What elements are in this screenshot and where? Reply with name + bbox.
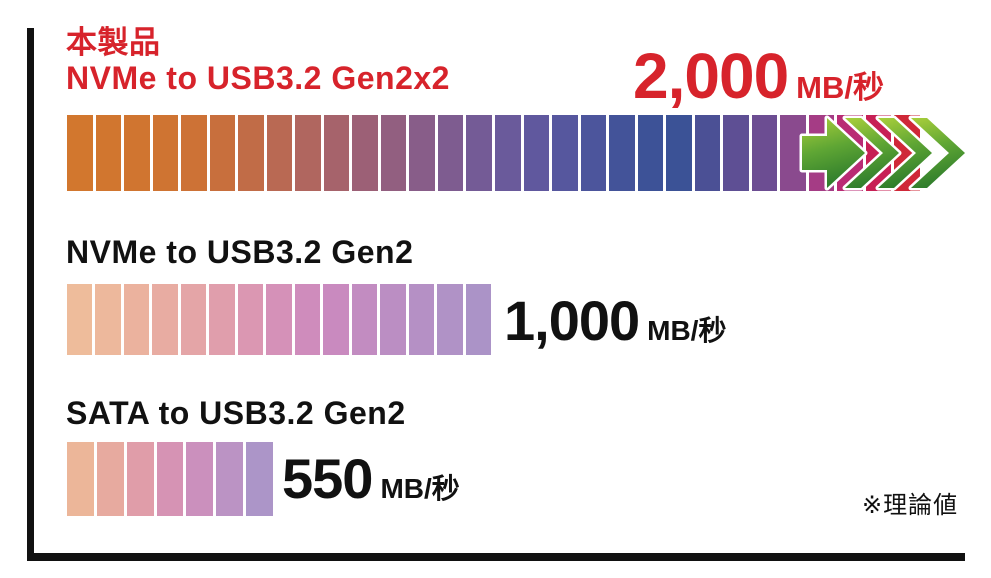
bar-segment [323, 115, 350, 191]
bar-segment [266, 115, 293, 191]
value-unit: MB/秒 [647, 315, 727, 346]
bar-segment [466, 115, 492, 191]
bar-segment [295, 115, 321, 191]
bar-segment [67, 442, 94, 516]
bar-segment [465, 284, 492, 355]
bar-segment [723, 115, 749, 191]
bar-segment [156, 442, 184, 516]
y-axis-line [27, 28, 34, 561]
bar-segment [152, 115, 179, 191]
bar-segment [751, 115, 778, 191]
value-number: 2,000 [633, 40, 789, 112]
theoretical-value-note: ※理論値 [862, 492, 959, 519]
bar-segment [694, 115, 721, 191]
bar-segment [126, 442, 154, 516]
bar-segment [181, 115, 207, 191]
chevron-icon [875, 115, 935, 191]
bar-segment [123, 284, 150, 355]
bar-segment [637, 115, 664, 191]
bar-segment [96, 442, 124, 516]
bar-segment [67, 284, 93, 355]
bar-label-gen2x2: NVMe to USB3.2 Gen2x2 [66, 60, 450, 96]
bar-gen2x2 [67, 115, 920, 191]
bar-segment [95, 115, 122, 191]
bar-segment [351, 284, 378, 355]
bar-segment [323, 284, 349, 355]
bar-segment [180, 284, 207, 355]
bar-segment [209, 284, 235, 355]
chevron-icon [908, 115, 968, 191]
bar-segment [209, 115, 236, 191]
bar-segment [238, 115, 264, 191]
x-axis-line [27, 553, 965, 561]
bar-segment [186, 442, 214, 516]
arrow-icon [799, 115, 868, 191]
bar-segment [124, 115, 150, 191]
bar-segment [523, 115, 550, 191]
bar-segment [380, 284, 406, 355]
bar-segment [494, 115, 521, 191]
bar-label-gen2-sata: SATA to USB3.2 Gen2 [66, 395, 406, 431]
bar-segment [152, 284, 178, 355]
bar-segment [666, 115, 692, 191]
speed-arrows-icon [799, 115, 968, 191]
value-unit: MB/秒 [796, 70, 884, 105]
bar-segment [216, 442, 244, 516]
bar-segment [409, 115, 435, 191]
bar-segment [552, 115, 578, 191]
value-gen2x2: 2,000 MB/秒 [633, 40, 884, 112]
bar-segment [95, 284, 121, 355]
bar-segment [437, 284, 463, 355]
bar-label-gen2-nvme: NVMe to USB3.2 Gen2 [66, 234, 414, 270]
bar-segment [294, 284, 321, 355]
bar-segment [380, 115, 407, 191]
value-number: 1,000 [504, 289, 640, 352]
value-number: 550 [282, 447, 373, 510]
product-badge: 本製品 [66, 25, 161, 60]
bar-segment [246, 442, 274, 516]
bar-segment [609, 115, 635, 191]
bar-segment [437, 115, 464, 191]
bar-segment [352, 115, 378, 191]
value-gen2-sata: 550 MB/秒 [282, 447, 460, 510]
value-unit: MB/秒 [380, 473, 460, 504]
value-gen2-nvme: 1,000 MB/秒 [504, 289, 727, 352]
bar-gen2-sata [67, 442, 274, 516]
bar-segment [408, 284, 435, 355]
chevron-icon [842, 115, 902, 191]
bar-segment [266, 284, 292, 355]
bar-segment [67, 115, 93, 191]
bar-segment [580, 115, 607, 191]
bar-segment [237, 284, 264, 355]
bar-gen2-nvme [67, 284, 492, 355]
